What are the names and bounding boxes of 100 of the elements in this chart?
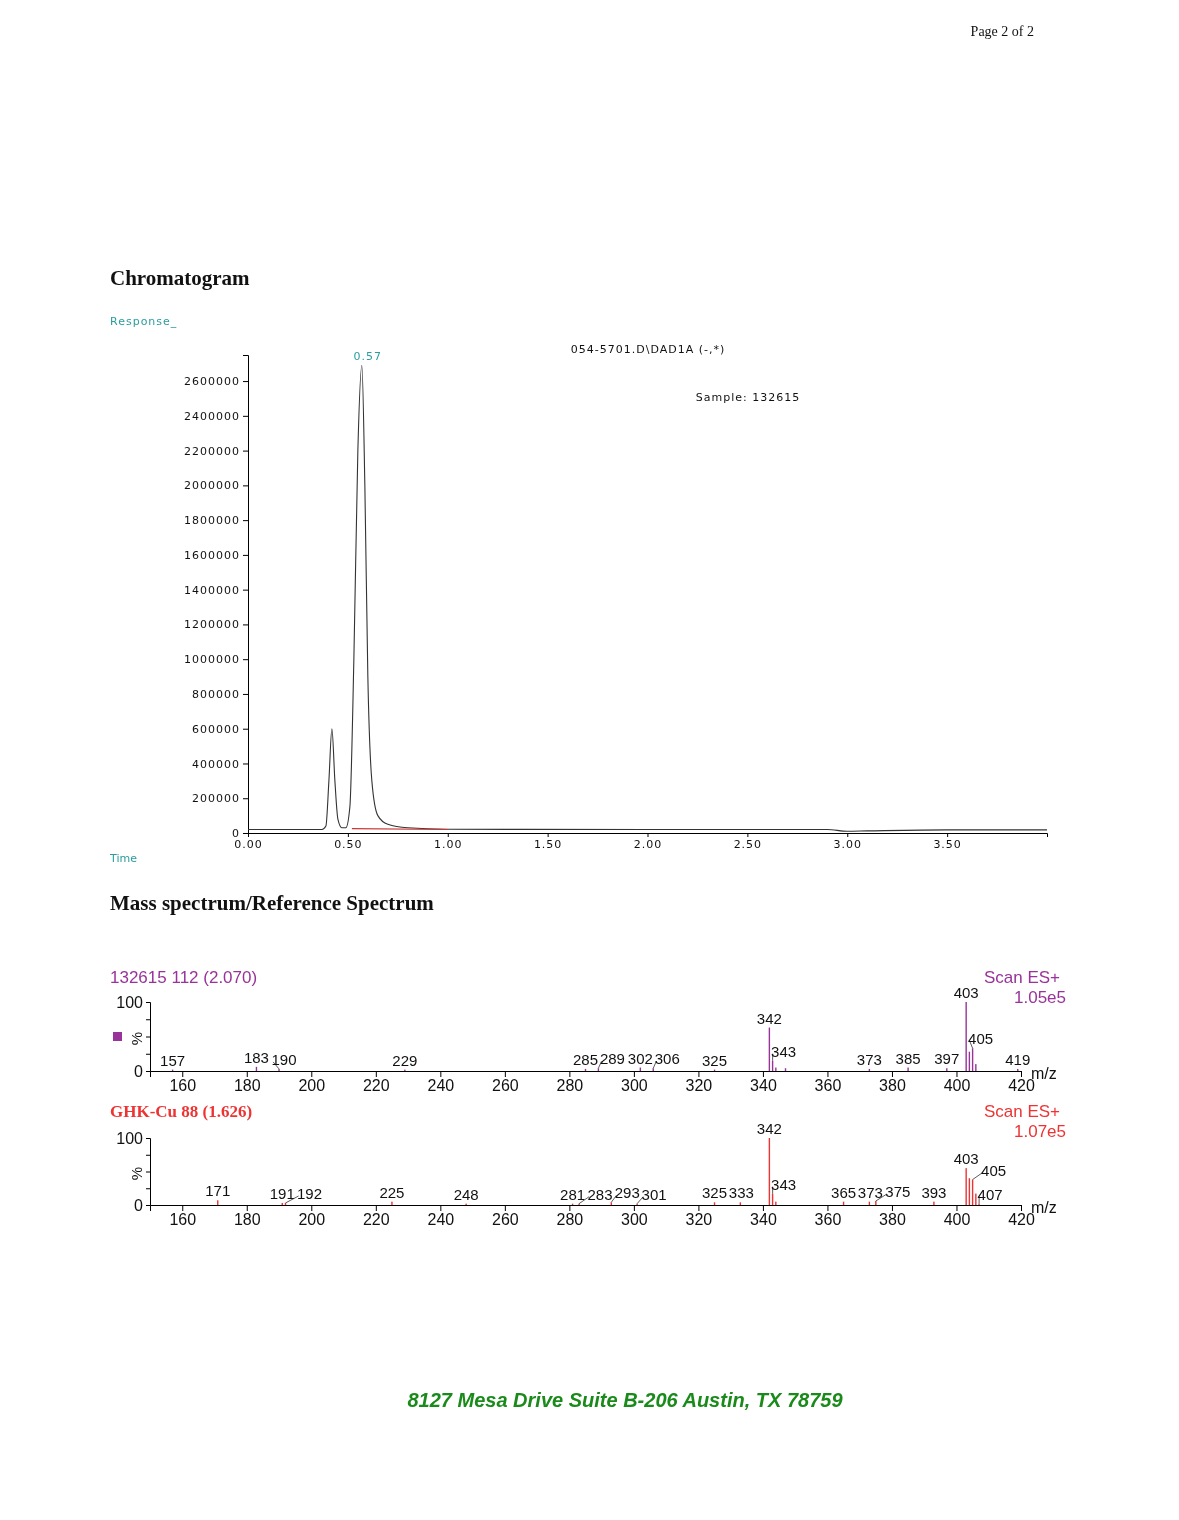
annotation: 403 <box>953 1150 979 1168</box>
annotation: 191 <box>269 1184 295 1202</box>
x-tick-label: 340 <box>750 1077 777 1095</box>
x-tick-label: 1.50 <box>533 837 563 851</box>
annotation: 283 <box>587 1185 613 1203</box>
annotation: 373 <box>856 1050 882 1068</box>
y-tick-label: 2200000 <box>184 444 240 458</box>
y-tick-label: 1600000 <box>184 548 240 562</box>
y-tick-label: 1800000 <box>184 514 240 528</box>
y-tick-label: 800000 <box>192 687 240 701</box>
annotation: 183 <box>243 1048 269 1066</box>
chart-subtitle: 132615 112 (2.070) <box>110 968 258 987</box>
annotation: 190 <box>271 1050 297 1068</box>
y-tick-label: 1400000 <box>184 583 240 597</box>
x-tick-label: 2.00 <box>633 837 663 851</box>
chart-title: GHK-Cu 88 (1.626) <box>110 1102 253 1121</box>
y-axis-title: % <box>128 1031 145 1046</box>
x-tick-label: 180 <box>233 1077 261 1095</box>
y-tick-label: 200000 <box>192 792 240 806</box>
y-tick-label: 100 <box>116 993 144 1011</box>
annotation: 192 <box>296 1184 322 1202</box>
y-axis-title: % <box>128 1166 145 1181</box>
x-tick-label: 220 <box>362 1211 390 1229</box>
chart-title: Chromatogram <box>110 266 251 290</box>
annotation: 342 <box>756 1009 782 1027</box>
y-tick-label: 2000000 <box>184 479 240 493</box>
x-axis-title: m/z <box>1031 1065 1057 1082</box>
annotation: 285 <box>572 1050 599 1068</box>
annotation: 393 <box>921 1183 947 1201</box>
x-tick-label: 240 <box>427 1077 455 1095</box>
x-tick-label: 380 <box>879 1211 906 1229</box>
annotation: 248 <box>453 1185 479 1203</box>
x-tick-label: 360 <box>814 1077 842 1095</box>
x-tick-label: 240 <box>427 1211 455 1229</box>
x-tick-label: 400 <box>943 1211 971 1229</box>
annotation: 171 <box>205 1182 231 1200</box>
annotation: 419 <box>1005 1050 1031 1068</box>
x-tick-label: 320 <box>685 1211 713 1229</box>
x-tick-label: 360 <box>814 1211 842 1229</box>
annotation: 302 <box>627 1049 653 1067</box>
annotation: 325 <box>702 1051 728 1069</box>
annotation: Sample: 132615 <box>695 391 801 404</box>
annotation: 375 <box>885 1182 911 1200</box>
annotation: 0.57 <box>353 350 383 364</box>
x-tick-label: 380 <box>879 1077 906 1095</box>
annotation: 229 <box>392 1051 418 1069</box>
text: Scan ES+ <box>983 968 1061 987</box>
chart-title: Mass spectrum/Reference Spectrum <box>110 891 435 915</box>
y-tick-label: 600000 <box>192 722 240 736</box>
x-tick-label: 300 <box>621 1211 648 1229</box>
x-tick-label: 260 <box>492 1211 519 1229</box>
x-tick-label: 0.50 <box>334 837 363 851</box>
x-axis-title: Time <box>109 852 138 865</box>
x-tick-label: 160 <box>169 1211 197 1229</box>
y-tick-label: 0 <box>134 1062 144 1080</box>
annotation: 325 <box>702 1184 728 1202</box>
y-tick-label: 400000 <box>192 757 240 771</box>
annotation: 342 <box>756 1120 782 1137</box>
annotation: 333 <box>728 1184 754 1202</box>
annotation: 385 <box>895 1049 921 1067</box>
text: 8127 Mesa Drive Suite B-206 Austin, TX 78759 <box>407 1389 844 1411</box>
x-tick-label: 3.00 <box>833 837 862 851</box>
x-tick-label: 280 <box>556 1211 584 1229</box>
annotation: 054-5701.D\DAD1A (-,*) <box>570 343 726 356</box>
text: Scan ES+ <box>983 1102 1061 1121</box>
y-tick-label: 1000000 <box>184 653 240 667</box>
annotation: 157 <box>160 1051 186 1069</box>
annotation: 281 <box>560 1185 586 1203</box>
x-tick-label: 280 <box>556 1077 584 1095</box>
annotation: 373 <box>857 1183 883 1201</box>
x-tick-label: 340 <box>750 1211 777 1229</box>
y-tick-label: 0 <box>134 1196 144 1214</box>
annotation: 405 <box>968 1030 994 1048</box>
y-tick-label: 1200000 <box>184 618 240 632</box>
x-tick-label: 2.50 <box>733 837 763 851</box>
x-tick-label: 320 <box>685 1077 713 1095</box>
x-tick-label: 3.50 <box>933 837 962 851</box>
annotation: 365 <box>831 1183 857 1201</box>
x-tick-label: 180 <box>233 1211 261 1229</box>
y-axis-title: Response_ <box>110 315 178 328</box>
y-tick-label: 2400000 <box>184 409 240 423</box>
annotation: 403 <box>953 984 979 1001</box>
x-tick-label: 260 <box>492 1077 519 1095</box>
annotation: 1.07e5 <box>1014 1122 1066 1141</box>
annotation: 343 <box>771 1042 797 1060</box>
x-tick-label: 400 <box>943 1077 971 1095</box>
annotation: 225 <box>379 1183 405 1201</box>
x-axis-title: m/z <box>1031 1199 1057 1216</box>
annotation: 405 <box>981 1161 1007 1179</box>
annotation: 293 <box>614 1184 640 1202</box>
annotation: 1.05e5 <box>1014 988 1066 1007</box>
annotation: 407 <box>977 1185 1003 1203</box>
x-tick-label: 200 <box>298 1211 326 1229</box>
x-tick-label: 220 <box>362 1077 390 1095</box>
x-tick-label: 300 <box>621 1077 648 1095</box>
annotation: 397 <box>934 1050 960 1068</box>
x-tick-label: 1.00 <box>434 837 463 851</box>
x-tick-label: 200 <box>298 1077 326 1095</box>
y-tick-label: 2600000 <box>184 375 240 389</box>
annotation: 343 <box>771 1175 797 1193</box>
